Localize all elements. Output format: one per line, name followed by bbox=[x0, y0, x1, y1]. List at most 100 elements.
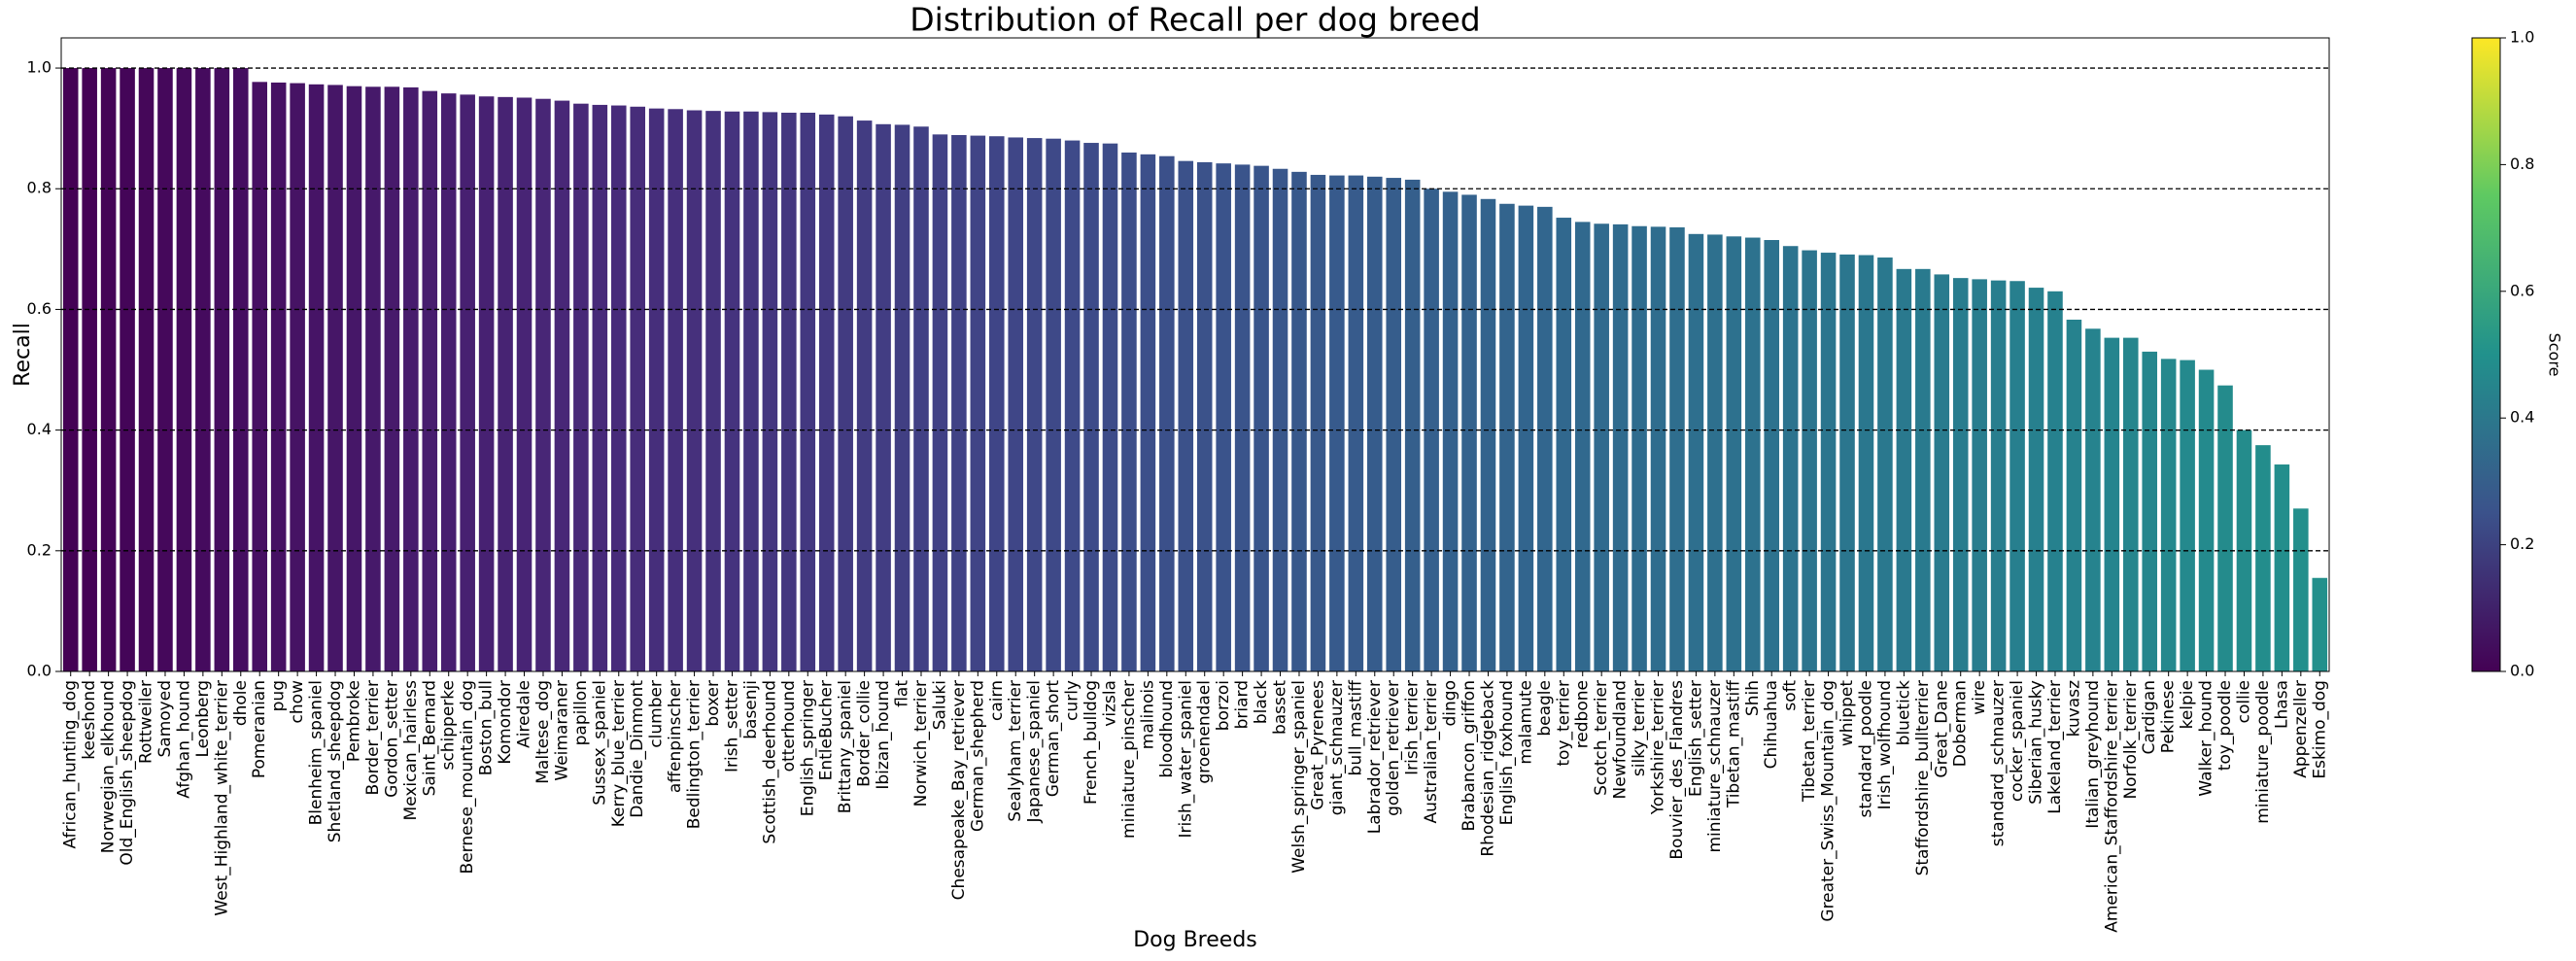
bar bbox=[592, 104, 608, 671]
x-tick-label: Norwich_terrier bbox=[911, 680, 931, 807]
x-tick-label: Border_terrier bbox=[363, 680, 383, 795]
x-tick-label: collie bbox=[2234, 680, 2253, 723]
bar bbox=[743, 111, 759, 672]
bar bbox=[1688, 233, 1704, 672]
x-tick-label: Norwegian_elkhound bbox=[99, 680, 119, 853]
x-tick-label: curly bbox=[1063, 680, 1082, 721]
bar bbox=[1726, 236, 1742, 671]
x-tick-label: kelpie bbox=[2178, 680, 2197, 729]
x-tick-label: Bouvier_des_Flandres bbox=[1667, 680, 1687, 860]
x-tick-label: papillon bbox=[571, 680, 591, 745]
x-tick-label: Sealyham_terrier bbox=[1006, 680, 1025, 822]
y-tick-label: 0.4 bbox=[27, 420, 52, 438]
x-tick-label: Ibizan_hound bbox=[874, 680, 893, 790]
bar bbox=[2047, 291, 2063, 671]
bar bbox=[1802, 250, 1817, 671]
x-tick-label: Samoyed bbox=[155, 680, 175, 757]
bar bbox=[1310, 174, 1326, 672]
x-tick-label: West_Highland_white_terrier bbox=[212, 680, 231, 916]
bar bbox=[2198, 369, 2215, 671]
bar bbox=[1386, 178, 1402, 671]
x-tick-label: Japanese_spaniel bbox=[1025, 680, 1045, 823]
bar bbox=[2066, 319, 2082, 671]
bar bbox=[1272, 168, 1288, 671]
x-tick-label: cairn bbox=[987, 680, 1007, 721]
x-tick-label: boxer bbox=[704, 680, 723, 727]
bar bbox=[1083, 143, 1099, 671]
y-tick-label: 0.8 bbox=[27, 179, 52, 197]
x-axis-label: Dog Breeds bbox=[1133, 928, 1257, 952]
bar bbox=[630, 106, 646, 671]
bar bbox=[951, 134, 967, 671]
bar bbox=[1915, 268, 1931, 671]
colorbar bbox=[2472, 38, 2500, 671]
y-tick-label: 0.6 bbox=[27, 299, 52, 318]
plot-frame bbox=[60, 37, 2330, 672]
bar bbox=[1518, 205, 1534, 671]
x-tick-label: Sussex_spaniel bbox=[590, 680, 609, 806]
x-tick-label: EntleBucher bbox=[817, 680, 837, 780]
x-tick-label: Norfolk_terrier bbox=[2121, 680, 2141, 800]
bar bbox=[988, 136, 1005, 672]
colorbar-tick-label: 0.8 bbox=[2510, 154, 2534, 173]
x-tick-label: standard_schnauzer bbox=[1989, 680, 2009, 846]
bar bbox=[610, 105, 627, 671]
x-tick-label: Brabancon_griffon bbox=[1460, 680, 1479, 831]
y-tick-label: 0.0 bbox=[27, 662, 52, 680]
x-tick-label: Leonberg bbox=[193, 680, 213, 758]
bar bbox=[724, 111, 740, 672]
colorbar-label: Score bbox=[2546, 333, 2564, 377]
x-tick-label: Saint_Bernard bbox=[420, 680, 439, 796]
bar bbox=[800, 112, 816, 671]
x-tick-label: Yorkshire_terrier bbox=[1649, 680, 1668, 815]
x-tick-label: Greater_Swiss_Mountain_dog bbox=[1819, 680, 1838, 922]
x-tick-label: Great_Pyrenees bbox=[1308, 680, 1327, 810]
bar bbox=[384, 86, 400, 672]
bar bbox=[1404, 179, 1421, 671]
x-tick-label: Labrador_retriever bbox=[1365, 680, 1385, 834]
colorbar-tick-label: 0.4 bbox=[2510, 408, 2534, 427]
bar bbox=[2180, 360, 2195, 671]
bar bbox=[686, 110, 703, 671]
x-tick-label: Border_collie bbox=[855, 680, 875, 787]
bar bbox=[1499, 203, 1515, 671]
x-tick-label: African_hunting_dog bbox=[61, 680, 81, 849]
bar bbox=[440, 93, 457, 671]
bar bbox=[516, 97, 532, 671]
x-tick-label: Lhasa bbox=[2272, 680, 2291, 729]
bar bbox=[1650, 226, 1666, 671]
bar bbox=[781, 112, 797, 671]
x-tick-label: bull_mastiff bbox=[1346, 679, 1365, 776]
x-tick-label: English_setter bbox=[1686, 680, 1705, 797]
x-tick-label: bluetick bbox=[1894, 680, 1913, 745]
bar bbox=[1556, 218, 1572, 671]
x-tick-label: Walker_hound bbox=[2197, 680, 2216, 797]
bar bbox=[422, 90, 438, 672]
x-tick-label: Old_English_sheepdog bbox=[118, 680, 137, 866]
bar bbox=[346, 86, 362, 671]
bar bbox=[327, 85, 343, 672]
bar bbox=[1537, 206, 1553, 671]
bar bbox=[1782, 246, 1799, 671]
x-tick-label: Irish_setter bbox=[722, 680, 741, 772]
y-tick-label: 1.0 bbox=[27, 58, 52, 77]
bar bbox=[1121, 152, 1137, 671]
bar bbox=[1348, 175, 1364, 671]
x-tick-label: basenji bbox=[741, 680, 761, 739]
x-tick-label: Maltese_dog bbox=[533, 680, 553, 784]
bar bbox=[1159, 155, 1175, 671]
x-tick-label: Boston_bull bbox=[477, 680, 497, 775]
bar bbox=[648, 108, 665, 671]
colorbar-tick-label: 0.6 bbox=[2510, 281, 2534, 299]
bar bbox=[2312, 577, 2328, 671]
x-tick-label: Gordon_setter bbox=[382, 680, 401, 798]
x-tick-label: Australian_terrier bbox=[1422, 680, 1441, 823]
bar bbox=[365, 86, 381, 672]
x-tick-label: Komondor bbox=[496, 680, 515, 765]
bar bbox=[252, 82, 268, 671]
x-tick-label: Airedale bbox=[515, 680, 534, 748]
y-tick-label: 0.2 bbox=[27, 540, 52, 559]
bar bbox=[2122, 337, 2139, 671]
bar bbox=[2142, 351, 2158, 671]
